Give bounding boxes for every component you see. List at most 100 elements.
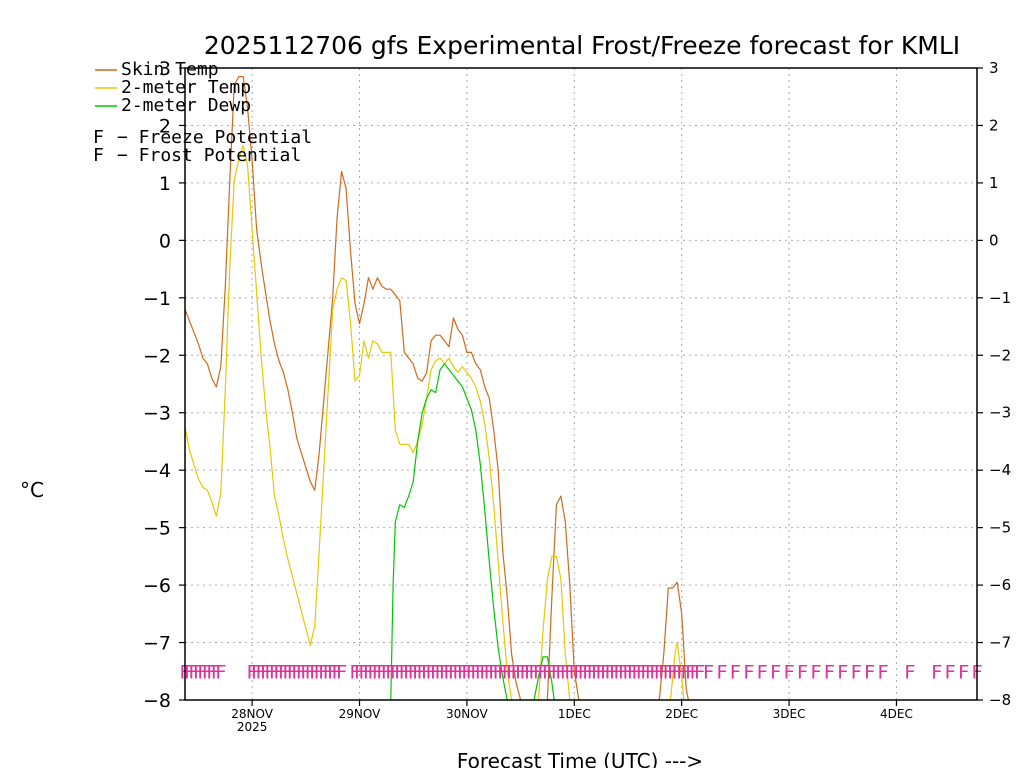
freeze-mark: F — [399, 661, 410, 683]
series-line-skin-temp-2dec — [658, 581, 689, 701]
freeze-mark: F — [300, 661, 311, 683]
freeze-mark: F — [515, 661, 526, 683]
freeze-mark: F — [542, 661, 553, 683]
legend-label: 2-meter Temp — [121, 77, 251, 98]
freeze-mark: F — [282, 661, 293, 683]
y-tick-label-right: 2 — [989, 116, 999, 134]
freeze-mark: F — [618, 661, 629, 683]
freeze-mark: F — [824, 661, 835, 683]
freeze-mark: F — [309, 661, 320, 683]
freeze-mark: F — [595, 661, 606, 683]
freeze-mark: F — [649, 661, 660, 683]
freeze-mark: F — [756, 661, 767, 683]
freeze-mark: F — [613, 661, 624, 683]
freeze-mark: F — [260, 661, 271, 683]
legend-potential-label: − Frost Potential — [117, 145, 301, 166]
freeze-mark: F — [850, 661, 861, 683]
y-tick-label-right: −7 — [989, 634, 1011, 652]
freeze-mark: F — [546, 661, 557, 683]
freeze-mark: F — [501, 661, 512, 683]
y-tick-label-right: −2 — [989, 346, 1011, 364]
freeze-mark: F — [904, 661, 915, 683]
y-axis-label: °C — [20, 478, 44, 502]
y-tick-label-right: −4 — [989, 461, 1011, 479]
x-axis-label: Forecast Time (UTC) ---> — [457, 749, 703, 768]
freeze-mark: F — [591, 661, 602, 683]
freeze-mark: F — [278, 661, 289, 683]
freeze-mark: F — [743, 661, 754, 683]
freeze-mark: F — [864, 661, 875, 683]
freeze-mark: F — [810, 661, 821, 683]
freeze-mark: F — [466, 661, 477, 683]
freeze-mark: F — [211, 661, 222, 683]
x-tick-label: 28NOV — [231, 707, 273, 721]
freeze-mark: F — [671, 661, 682, 683]
freeze-mark: F — [206, 661, 217, 683]
legend-potential-label: − Freeze Potential — [117, 127, 312, 148]
legend-label: 2-meter Dewp — [121, 95, 251, 116]
freeze-mark: F — [322, 661, 333, 683]
freeze-mark: F — [215, 661, 226, 683]
y-tick-label-right: −1 — [989, 289, 1011, 307]
x-tick-label: 4DEC — [880, 707, 913, 721]
freeze-mark: F — [407, 661, 418, 683]
freeze-mark: F — [519, 661, 530, 683]
series-layer — [184, 75, 689, 701]
freeze-mark: F — [533, 661, 544, 683]
freeze-mark: F — [654, 661, 665, 683]
y-tick-label-left: −6 — [143, 575, 171, 597]
freeze-mark: F — [770, 661, 781, 683]
freeze-mark: F — [604, 661, 615, 683]
x-tick-sublabel: 2025 — [237, 720, 268, 734]
freeze-mark: F — [783, 661, 794, 683]
freeze-mark: F — [582, 661, 593, 683]
y-tick-label-left: −3 — [143, 403, 171, 425]
y-tick-label-left: −4 — [143, 460, 171, 482]
x-tick-label: 29NOV — [339, 707, 381, 721]
freeze-mark: F — [797, 661, 808, 683]
freeze-mark: F — [305, 661, 316, 683]
freeze-mark: F — [461, 661, 472, 683]
freeze-mark: F — [479, 661, 490, 683]
freeze-mark: F — [627, 661, 638, 683]
freeze-mark: F — [622, 661, 633, 683]
series-line-2-meter-dewp-1dec — [533, 656, 555, 701]
freeze-mark: F — [470, 661, 481, 683]
legend-potential-letter: F — [93, 127, 104, 148]
y-tick-label-right: 1 — [989, 174, 999, 192]
freeze-mark: F — [403, 661, 414, 683]
freeze-mark: F — [385, 661, 396, 683]
freeze-mark: F — [640, 661, 651, 683]
freeze-mark: F — [452, 661, 463, 683]
x-tick-label: 1DEC — [558, 707, 591, 721]
freeze-mark: F — [394, 661, 405, 683]
freeze-mark: F — [246, 661, 257, 683]
x-tick-label: 3DEC — [773, 707, 806, 721]
y-tick-label-left: −2 — [143, 345, 171, 367]
freeze-mark: F — [381, 661, 392, 683]
freeze-mark: F — [188, 661, 199, 683]
freeze-mark: F — [193, 661, 204, 683]
freeze-mark: F — [376, 661, 387, 683]
freeze-mark: F — [497, 661, 508, 683]
grid-lines — [185, 68, 977, 700]
freeze-mark: F — [314, 661, 325, 683]
y-tick-label-right: 0 — [989, 231, 999, 249]
freeze-mark: F — [506, 661, 517, 683]
y-tick-label-left: 3 — [159, 58, 171, 80]
freeze-mark: F — [537, 661, 548, 683]
freeze-mark: F — [569, 661, 580, 683]
freeze-mark: F — [716, 661, 727, 683]
freeze-mark: F — [354, 661, 365, 683]
series-line-skin-temp-1dec — [546, 495, 580, 701]
freeze-mark: F — [667, 661, 678, 683]
freeze-mark: F — [457, 661, 468, 683]
freeze-mark: F — [430, 661, 441, 683]
freeze-mark: F — [645, 661, 656, 683]
freeze-mark: F — [680, 661, 691, 683]
freeze-mark: F — [636, 661, 647, 683]
freeze-mark: F — [390, 661, 401, 683]
